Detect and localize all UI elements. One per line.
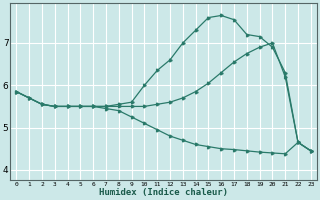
- X-axis label: Humidex (Indice chaleur): Humidex (Indice chaleur): [99, 188, 228, 197]
